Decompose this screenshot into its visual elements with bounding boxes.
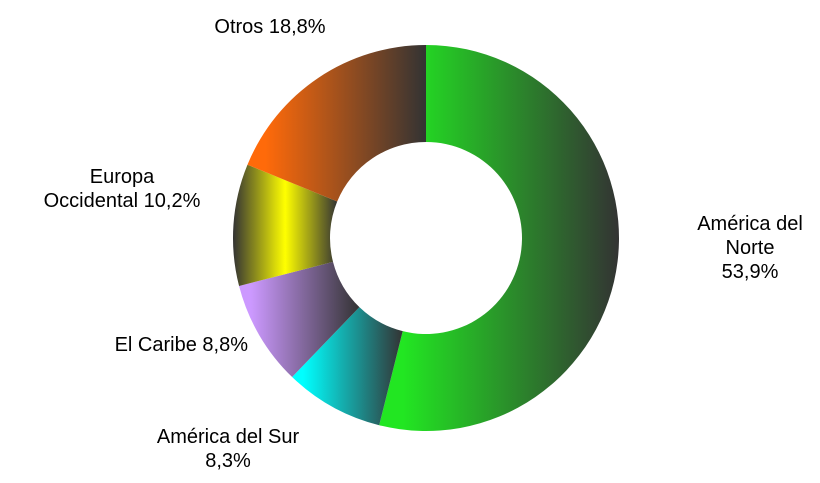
slice-label: El Caribe 8,8% bbox=[20, 333, 248, 357]
value-label: 18,8% bbox=[268, 16, 326, 38]
slice-label: Otros 18,8% bbox=[160, 15, 380, 39]
category-label: América del Norte bbox=[697, 213, 803, 259]
category-label: Otros bbox=[214, 16, 264, 38]
donut-slice bbox=[232, 164, 338, 286]
donut-slice bbox=[292, 307, 403, 426]
value-label: 8,8% bbox=[202, 334, 248, 356]
donut-slice bbox=[247, 45, 426, 202]
slice-label: América del Norte 53,9% bbox=[660, 212, 820, 284]
category-label: Europa Occidental bbox=[43, 166, 155, 212]
category-label: El Caribe bbox=[114, 334, 197, 356]
slice-label: Europa Occidental 10,2% bbox=[42, 165, 202, 213]
donut-slice bbox=[239, 261, 360, 378]
slice-label: América del Sur 8,3% bbox=[118, 425, 338, 473]
value-label: 53,9% bbox=[721, 261, 779, 283]
value-label: 10,2% bbox=[143, 190, 201, 212]
category-label: América del Sur bbox=[156, 426, 300, 448]
donut-slice bbox=[379, 45, 619, 432]
value-label: 8,3% bbox=[205, 450, 251, 472]
